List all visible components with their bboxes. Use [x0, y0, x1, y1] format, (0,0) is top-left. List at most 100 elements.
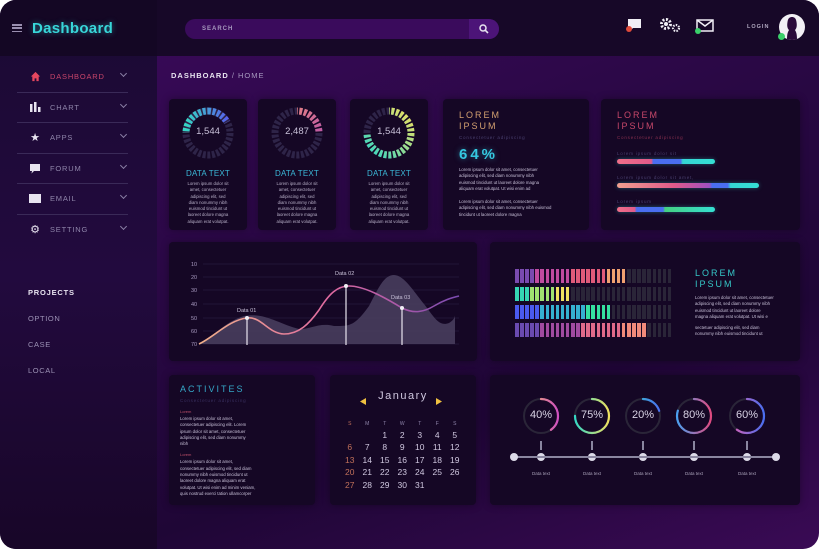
progress-bar-2	[617, 183, 759, 188]
calendar-day[interactable]: 4	[434, 429, 440, 440]
mail-button[interactable]	[694, 19, 714, 39]
calendar-day[interactable]: 3	[417, 429, 423, 440]
sidebar-item-forum[interactable]: FORUM	[17, 154, 128, 184]
area-series	[199, 275, 455, 344]
hamburger-menu-icon[interactable]	[12, 24, 22, 32]
timeline-stem	[746, 441, 748, 450]
calendar-day[interactable]: 12	[450, 442, 460, 452]
sidebar-item-chart[interactable]: CHART	[17, 93, 128, 123]
calendar-day[interactable]: 11	[432, 442, 442, 452]
timeline-stem	[540, 441, 542, 450]
calendar-day[interactable]: 18	[432, 454, 442, 465]
chevron-down-icon[interactable]	[119, 69, 128, 78]
percent-card-title: LOREM IPSUM	[459, 110, 502, 131]
calendar-empty	[341, 430, 359, 440]
project-item-option[interactable]: OPTION	[28, 314, 61, 323]
sidebar-item-apps[interactable]: ★ APPS	[17, 123, 128, 154]
stat-card-2: 2,487 DATA TEXT Lorem ipsum dolor sit ame…	[258, 99, 336, 230]
timeline-label: Data text	[684, 471, 703, 476]
prev-month-button[interactable]	[360, 392, 369, 405]
calendar-day[interactable]: 16	[397, 454, 407, 465]
stat-label: DATA TEXT	[274, 169, 320, 178]
envelope-icon	[29, 193, 41, 205]
calendar-day[interactable]: 6	[347, 442, 353, 452]
progress-ring: 40%	[520, 395, 562, 437]
projects-section: PROJECTS OPTION CASE LOCAL	[28, 288, 75, 392]
calendar-day[interactable]: 10	[415, 442, 425, 452]
chevron-down-icon[interactable]	[119, 130, 128, 139]
calendar-day[interactable]: 15	[380, 454, 390, 465]
activity-text-1: Lorem ipsum dolor sit amet, consectetuer …	[180, 416, 247, 447]
calendar-day[interactable]: 5	[452, 429, 458, 440]
calendar-day[interactable]: 20	[345, 467, 355, 477]
timeline-card: 40% Data text 75% Data text 20% Data text 80% D…	[490, 375, 800, 505]
calendar-day[interactable]: 17	[415, 454, 425, 465]
timeline-stem	[693, 441, 695, 450]
progress-ring: 60%	[726, 395, 768, 437]
login-link[interactable]: LOGIN	[747, 24, 770, 30]
calendar-day[interactable]: 24	[415, 467, 425, 477]
calendar-day[interactable]: 31	[415, 479, 425, 490]
progress-bar-1	[617, 159, 715, 164]
percent-value: 64%	[459, 146, 499, 163]
activity-tag-2: Lorem	[180, 452, 192, 458]
stat-value: 2,487	[285, 126, 309, 137]
calendar-day[interactable]: 27	[345, 479, 355, 490]
percent-card-text-1: Lorem ipsum dolor sit amet, consectetuer…	[459, 167, 540, 191]
annotation-data-01: Data 01	[237, 308, 256, 314]
chevron-down-icon[interactable]	[119, 161, 128, 169]
ring-percent: 75%	[580, 409, 604, 421]
sidebar-item-label: APPS	[50, 133, 74, 143]
bar-meter-card: LOREM IPSUM Lorem ipsum dolor sit amet, c…	[490, 242, 800, 361]
calendar-day[interactable]: 21	[362, 467, 372, 477]
chevron-down-icon[interactable]	[119, 191, 128, 200]
calendar-day[interactable]: 25	[432, 467, 442, 477]
calendar-day[interactable]: 30	[397, 479, 407, 490]
search-input[interactable]: SEARCH	[185, 19, 499, 39]
chevron-down-icon[interactable]	[119, 100, 128, 108]
calendar-day[interactable]: 28	[362, 479, 372, 490]
calendar-day[interactable]: 13	[345, 454, 355, 465]
next-month-button[interactable]	[436, 392, 445, 405]
timeline-label: Data text	[582, 471, 601, 476]
svg-text:10: 10	[191, 262, 197, 268]
percent-card: LOREM IPSUM Consectetuer adipiscing 64% L…	[443, 99, 589, 230]
calendar-empty	[359, 430, 377, 440]
progress-bar-3	[617, 207, 715, 212]
calendar-day[interactable]: 29	[380, 479, 390, 490]
activity-text-2: Lorem ipsum dolor sit amet, consectetuer …	[180, 459, 256, 496]
weekday-label: W	[399, 421, 405, 427]
chat-button[interactable]	[626, 18, 642, 37]
search-button[interactable]	[469, 19, 499, 39]
project-item-case[interactable]: CASE	[28, 340, 51, 349]
calendar-day[interactable]: 8	[382, 442, 388, 452]
settings-button[interactable]	[659, 17, 681, 38]
svg-text:50: 50	[191, 316, 197, 322]
calendar-day[interactable]: 2	[399, 429, 405, 440]
calendar-day[interactable]: 9	[399, 442, 405, 452]
sidebar-item-dashboard[interactable]: DASHBOARD	[17, 62, 128, 93]
svg-text:20: 20	[191, 275, 197, 281]
calendar-day[interactable]: 22	[380, 467, 390, 477]
sidebar-item-setting[interactable]: ⚙ SETTING	[17, 215, 128, 246]
chevron-down-icon[interactable]	[119, 222, 128, 230]
calendar-day[interactable]: 19	[450, 454, 460, 465]
sidebar-item-label: DASHBOARD	[50, 72, 105, 82]
project-item-local[interactable]: LOCAL	[28, 366, 56, 375]
svg-text:70: 70	[191, 342, 197, 348]
ring-gauge-icon	[271, 107, 323, 159]
calendar-day[interactable]: 7	[364, 442, 370, 452]
breadcrumb-current: HOME	[238, 71, 265, 80]
calendar-day[interactable]: 14	[362, 454, 372, 465]
sidebar-item-email[interactable]: EMAIL	[17, 184, 128, 215]
ring-percent: 60%	[735, 409, 759, 421]
breadcrumb-root[interactable]: DASHBOARD	[171, 71, 229, 80]
calendar-day[interactable]: 1	[382, 429, 388, 440]
sidebar: Dashboard DASHBOARD CHART ★ APPS FORUM	[0, 0, 157, 549]
annotation-data-02: Data 02	[335, 271, 354, 277]
sidebar-item-label: FORUM	[50, 163, 82, 173]
calendar-day[interactable]: 26	[450, 467, 460, 477]
calendar-day[interactable]: 23	[397, 467, 407, 477]
meter-row	[515, 323, 672, 337]
